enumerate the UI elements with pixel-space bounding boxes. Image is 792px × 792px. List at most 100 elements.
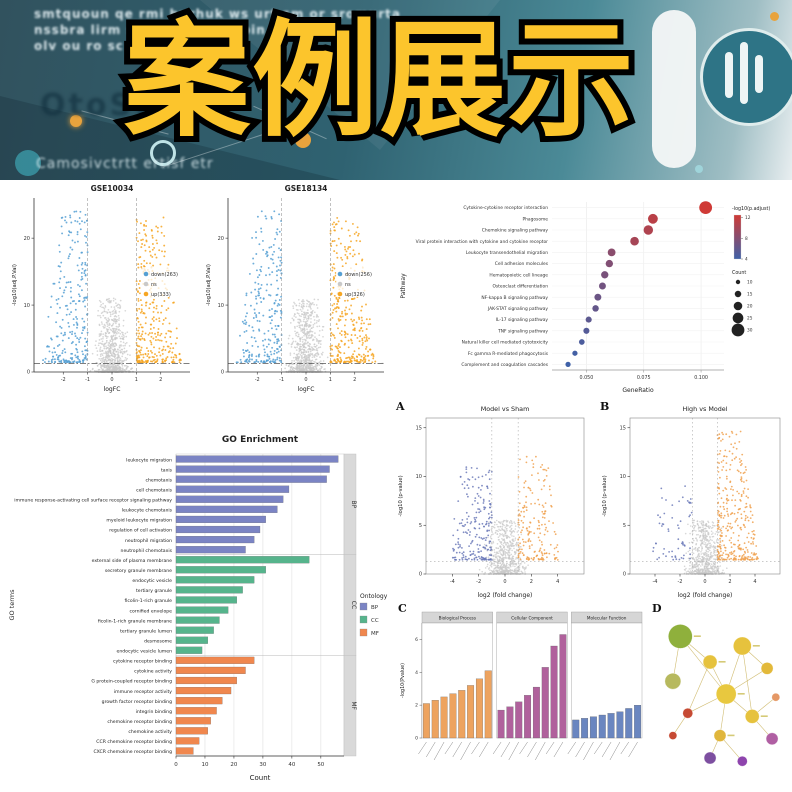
svg-text:2: 2 bbox=[530, 579, 533, 585]
svg-text:-4: -4 bbox=[450, 579, 455, 585]
svg-text:1: 1 bbox=[329, 377, 332, 383]
svg-text:down(263): down(263) bbox=[151, 272, 178, 278]
svg-text:up(326): up(326) bbox=[345, 292, 365, 298]
svg-text:0: 0 bbox=[221, 370, 224, 376]
svg-text:4: 4 bbox=[556, 579, 559, 585]
volcano-chart-model-vs-sham: A -4 -2 0 2 4 0 5 10 15 log2 (fold change) -log10 … bbox=[394, 398, 594, 600]
svg-text:logFC: logFC bbox=[104, 386, 121, 393]
svg-text:10: 10 bbox=[24, 303, 30, 309]
svg-text:Phagosome: Phagosome bbox=[522, 216, 548, 222]
svg-text:15: 15 bbox=[416, 425, 422, 431]
svg-text:2: 2 bbox=[159, 377, 162, 383]
svg-text:0: 0 bbox=[503, 579, 506, 585]
banner-fuzzy-subtext: Camosivctrtt ertisf etr bbox=[36, 156, 214, 172]
svg-text:JAK-STAT signaling pathway: JAK-STAT signaling pathway bbox=[487, 306, 549, 312]
banner-title-text: 案例展示 bbox=[124, 7, 636, 154]
volcano-chart-gse18134: -2 -1 0 1 2 0 10 20 logFC -log10(adj.P.Val) GSE181… bbox=[202, 182, 392, 394]
equalizer-bar-decor bbox=[740, 42, 748, 104]
svg-text:-2: -2 bbox=[255, 377, 260, 383]
banner-title: 案例展示 案例展示 bbox=[100, 1, 660, 160]
svg-text:0.075: 0.075 bbox=[637, 375, 651, 381]
svg-text:-2: -2 bbox=[476, 579, 481, 585]
svg-text:-log10 (p-value): -log10 (p-value) bbox=[398, 475, 404, 516]
svg-text:Leukocyte transendothelial mig: Leukocyte transendothelial migration bbox=[466, 250, 548, 256]
svg-text:Complement and coagulation cas: Complement and coagulation cascades bbox=[461, 362, 548, 368]
svg-text:20: 20 bbox=[24, 236, 30, 242]
svg-text:Hematopoietic cell lineage: Hematopoietic cell lineage bbox=[489, 272, 548, 278]
svg-text:12: 12 bbox=[745, 215, 751, 221]
svg-text:GeneRatio: GeneRatio bbox=[622, 387, 654, 394]
svg-text:log2 (fold change): log2 (fold change) bbox=[478, 592, 533, 599]
volcano-chart-high-vs-model: B -4 -2 0 2 4 0 5 10 15 log2 (fold change) -log10 … bbox=[598, 398, 790, 600]
svg-text:Chemokine signaling pathway: Chemokine signaling pathway bbox=[482, 228, 549, 234]
svg-text:GSE10034: GSE10034 bbox=[91, 184, 134, 193]
kegg-dotplot-chart: Cytokine-cytokine receptor interaction Ph… bbox=[398, 194, 788, 396]
network-node-decor bbox=[150, 140, 176, 166]
svg-text:10: 10 bbox=[416, 474, 422, 480]
panel-label-b: B bbox=[600, 400, 610, 413]
svg-text:25: 25 bbox=[747, 316, 753, 322]
svg-text:8: 8 bbox=[745, 236, 748, 242]
svg-text:20: 20 bbox=[747, 304, 753, 310]
network-chart: D bbox=[650, 600, 790, 788]
banner-text-line: olv ou ro sc m bbox=[34, 39, 143, 53]
svg-text:0.050: 0.050 bbox=[580, 375, 594, 381]
svg-text:4: 4 bbox=[745, 257, 748, 263]
svg-text:Model vs Sham: Model vs Sham bbox=[481, 405, 530, 413]
svg-text:30: 30 bbox=[747, 328, 753, 334]
svg-text:IL-17 signaling pathway: IL-17 signaling pathway bbox=[496, 317, 549, 323]
svg-text:Natural killer cell mediated c: Natural killer cell mediated cytotoxicit… bbox=[462, 340, 549, 346]
svg-text:GSE18134: GSE18134 bbox=[285, 184, 328, 193]
svg-text:0: 0 bbox=[419, 572, 422, 578]
network-plot bbox=[664, 624, 781, 767]
panel-label-a: A bbox=[396, 400, 405, 413]
svg-text:-1: -1 bbox=[279, 377, 284, 383]
network-node-decor bbox=[770, 12, 779, 21]
svg-text:Osteoclast differentiation: Osteoclast differentiation bbox=[492, 284, 548, 290]
svg-text:NF-kappa B signaling pathway: NF-kappa B signaling pathway bbox=[481, 295, 548, 301]
svg-text:-2: -2 bbox=[61, 377, 66, 383]
volcano-plot-gse18134: -2 -1 0 1 201020logFC-log10(adj.P.Val)GSE181… bbox=[206, 184, 384, 393]
banner-capsule-decor bbox=[652, 10, 696, 168]
svg-text:0.100: 0.100 bbox=[694, 375, 708, 381]
svg-text:Count: Count bbox=[732, 270, 746, 276]
banner-text-line: smtquoun qe rmi hurhuk ws urt sm or srom… bbox=[34, 7, 401, 21]
svg-text:2: 2 bbox=[353, 377, 356, 383]
svg-text:-log10(adj.P.Val): -log10(adj.P.Val) bbox=[206, 264, 212, 306]
svg-text:TNF signaling pathway: TNF signaling pathway bbox=[497, 328, 548, 334]
banner-fuzzy-heading: OtoSO'tC bbox=[40, 88, 218, 123]
panel-label-d: D bbox=[652, 602, 662, 615]
svg-text:-log10(adj.P.Val): -log10(adj.P.Val) bbox=[12, 264, 18, 306]
svg-text:ns: ns bbox=[345, 282, 351, 288]
equalizer-bar-decor bbox=[755, 55, 763, 93]
banner-text-line: nssbra lirm s qutt bnit to tbin bbox=[34, 23, 266, 37]
network-node-decor bbox=[70, 115, 82, 127]
network-node-decor bbox=[295, 132, 311, 148]
svg-text:Viral protein interaction with: Viral protein interaction with cytokine … bbox=[416, 239, 549, 245]
network-node-decor bbox=[15, 150, 41, 176]
go-enrichment-chart: GO Enrichment BP leukocyte migration taxis c… bbox=[6, 428, 392, 786]
svg-text:20: 20 bbox=[218, 236, 224, 242]
svg-text:down(256): down(256) bbox=[345, 272, 372, 278]
kegg-dotplot: Cytokine-cytokine receptor interaction Ph… bbox=[400, 201, 770, 394]
svg-text:Fc gamma R-mediated phagocytos: Fc gamma R-mediated phagocytosis bbox=[468, 351, 549, 357]
volcano-plot-gse10034: -2 -1 0 1 201020logFC-log10(adj.P.Val)GSE100… bbox=[12, 184, 190, 393]
svg-text:Cell adhesion molecules: Cell adhesion molecules bbox=[495, 261, 549, 267]
svg-text:10: 10 bbox=[747, 280, 753, 286]
volcano-plot-model-vs-sham: -4 -2 0 2 4 0 5 10 15 log2 (fold change) -log10 (p… bbox=[398, 405, 585, 599]
svg-text:-1: -1 bbox=[85, 377, 90, 383]
network-node-decor bbox=[695, 165, 703, 173]
svg-text:5: 5 bbox=[419, 523, 422, 529]
svg-text:-log10(p.adjust): -log10(p.adjust) bbox=[732, 206, 770, 212]
network-node-decor bbox=[235, 95, 243, 103]
svg-text:0: 0 bbox=[110, 377, 113, 383]
panel-label-c: C bbox=[398, 602, 407, 615]
svg-text:0: 0 bbox=[304, 377, 307, 383]
go-facet-bar-chart: C 0 2 4 6 -log10(Pvalue) Biological Process Ce… bbox=[396, 600, 648, 788]
svg-text:1: 1 bbox=[135, 377, 138, 383]
svg-text:up(333): up(333) bbox=[151, 292, 171, 298]
